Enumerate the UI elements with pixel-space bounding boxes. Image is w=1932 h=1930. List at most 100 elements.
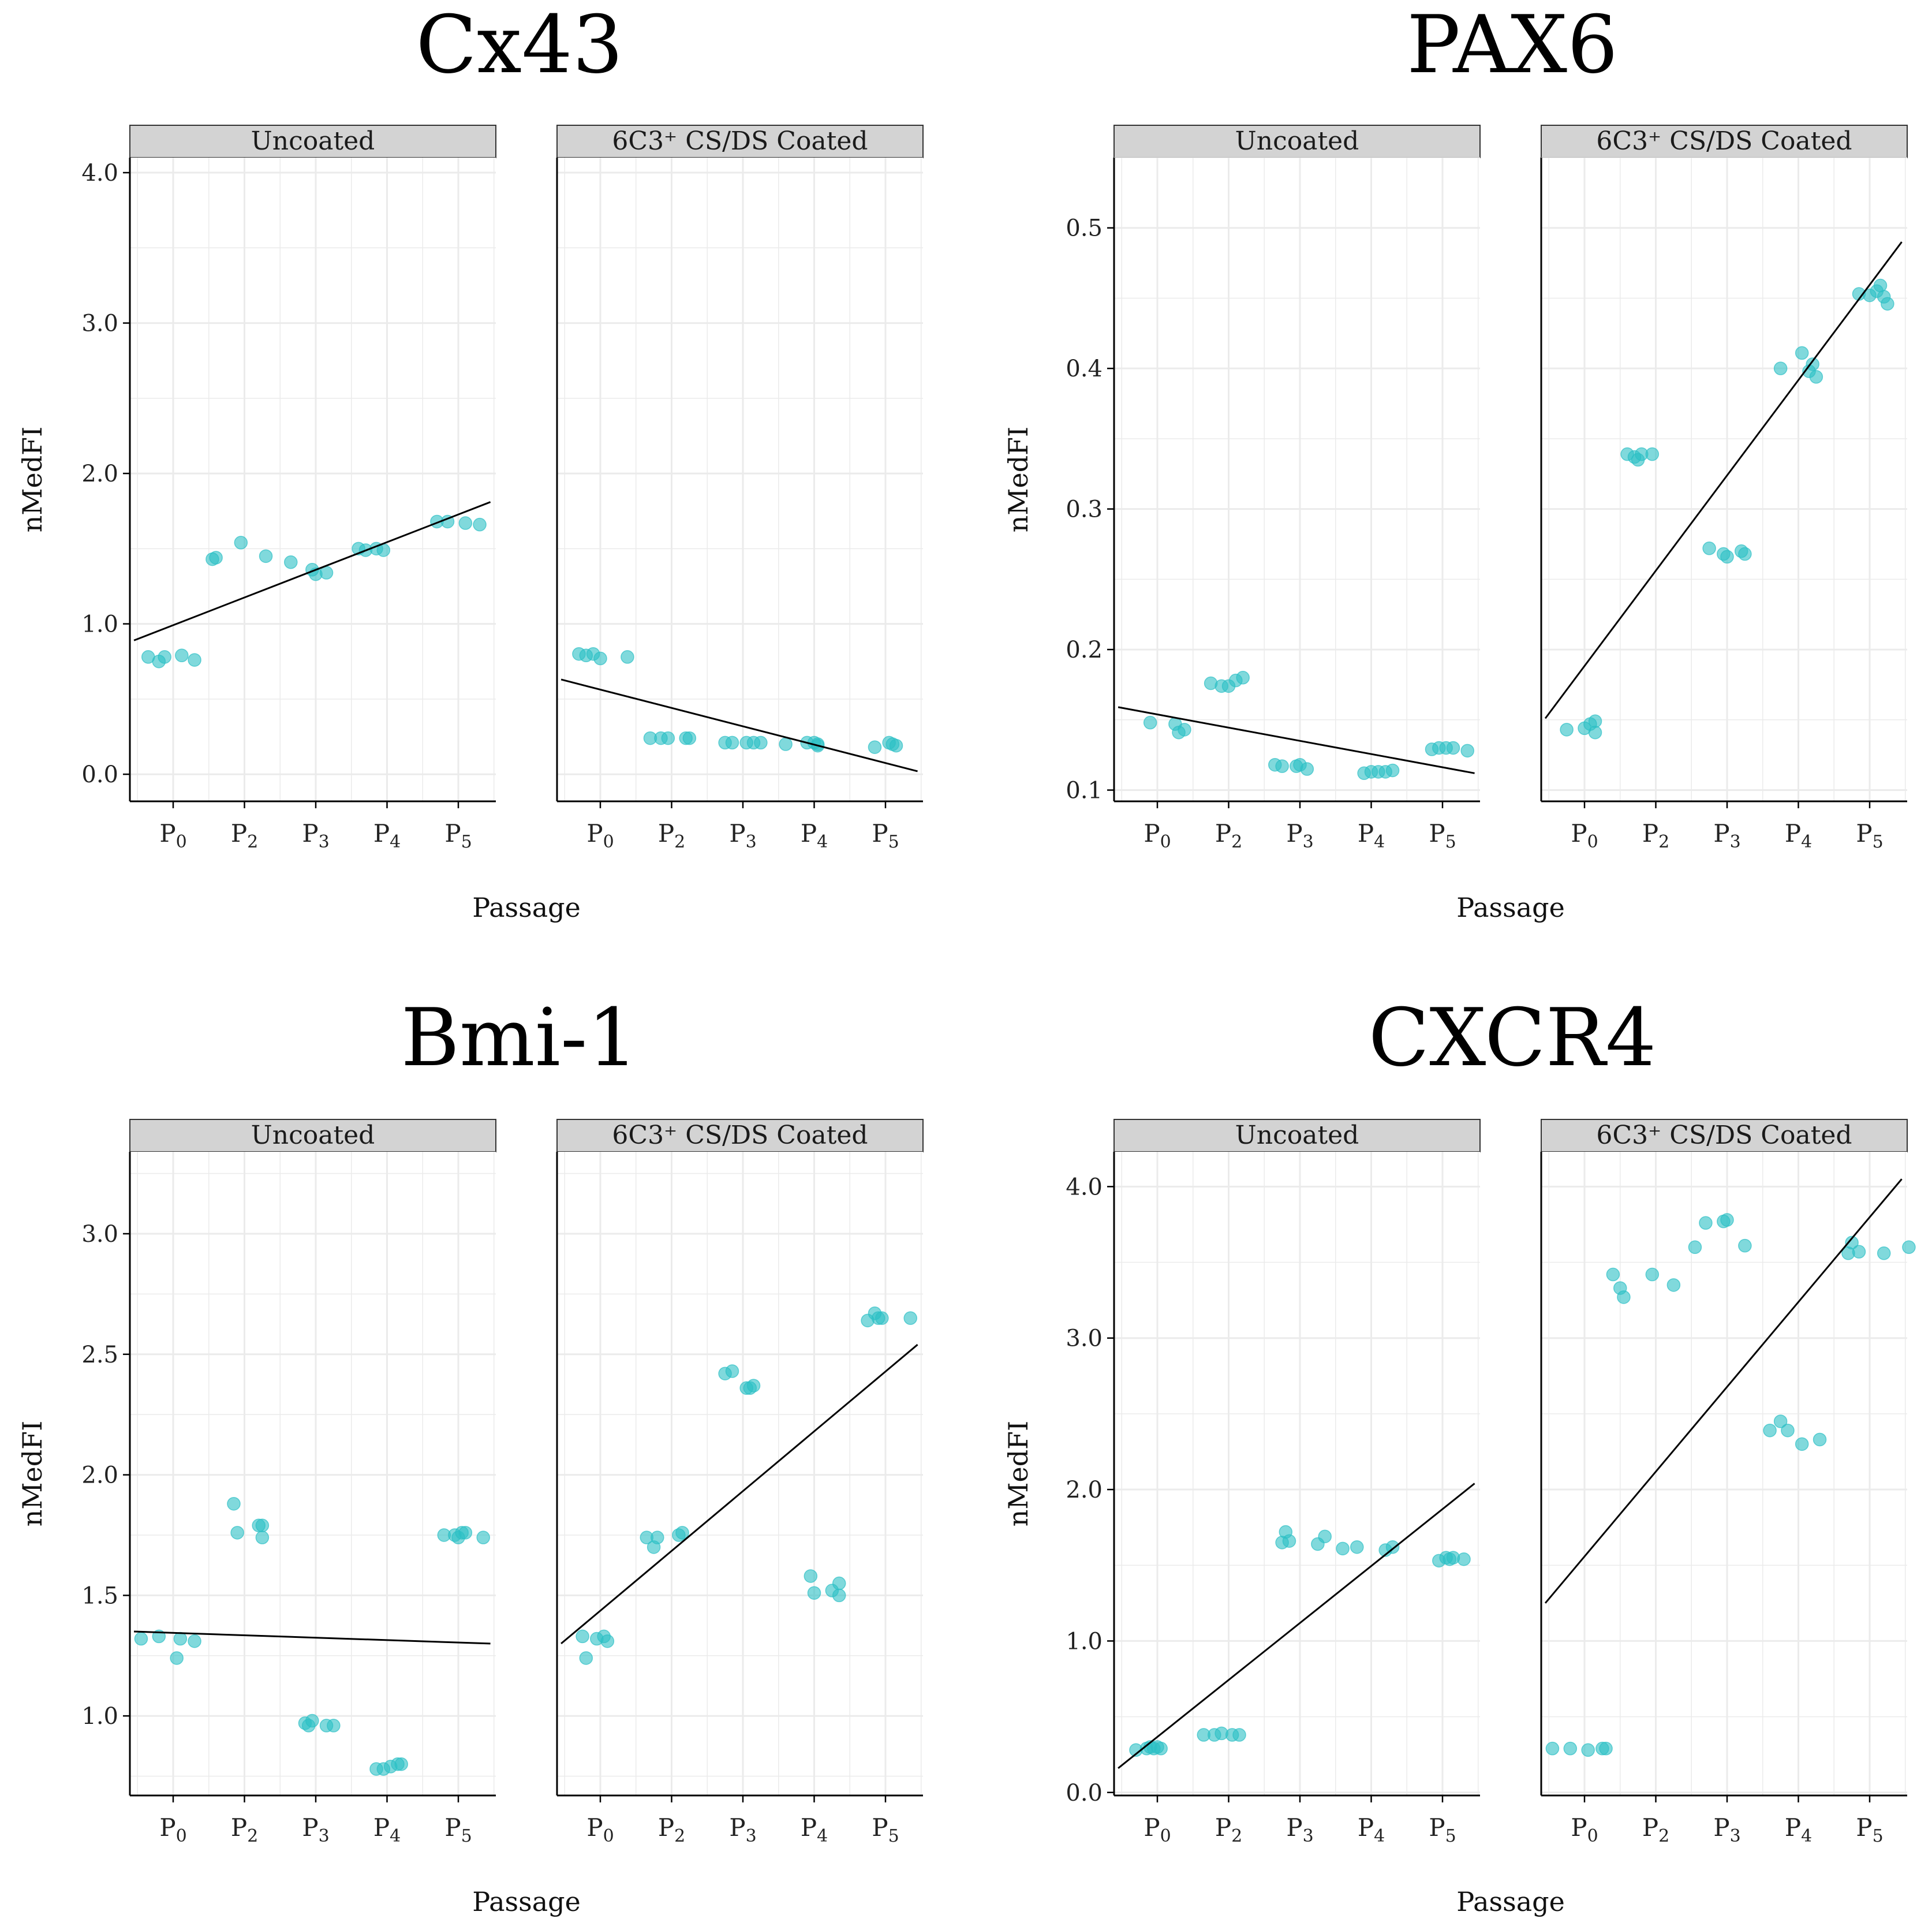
plot-area <box>557 158 923 801</box>
data-point <box>1645 447 1660 461</box>
plot-area <box>1114 1152 1480 1795</box>
x-tick-label: P0 <box>1571 819 1598 852</box>
data-point <box>779 737 793 751</box>
data-point <box>188 1634 201 1648</box>
data-point <box>1457 1552 1471 1566</box>
x-tick-label: P4 <box>373 1813 401 1846</box>
facet-strip-label: 6C3⁺ CS/DS Coated <box>1596 126 1852 156</box>
plot-area <box>130 1152 496 1795</box>
data-point <box>1154 1741 1168 1756</box>
x-tick-label: P4 <box>801 1813 828 1846</box>
data-point <box>746 1379 761 1393</box>
x-tick-label: P3 <box>1713 819 1740 852</box>
data-point <box>1781 1423 1795 1438</box>
data-point <box>209 551 223 565</box>
x-tick-label: P2 <box>1642 819 1669 852</box>
x-tick-label: P5 <box>1429 819 1456 852</box>
data-point <box>725 736 739 750</box>
data-point <box>394 1757 408 1771</box>
facet-strip-label: Uncoated <box>1235 126 1359 156</box>
facet-strip-label: 6C3⁺ CS/DS Coated <box>612 1121 868 1150</box>
y-tick-label: 2.5 <box>81 1342 118 1368</box>
data-point <box>158 650 171 664</box>
x-tick-label: P0 <box>1571 1813 1598 1846</box>
x-tick-label: P5 <box>872 1813 899 1846</box>
data-point <box>230 1526 244 1540</box>
y-axis-label: nMedFI <box>17 1421 48 1526</box>
facet-strip-label: Uncoated <box>251 1121 375 1150</box>
plot-area <box>557 1152 923 1795</box>
data-point <box>1560 723 1574 737</box>
plot-area <box>130 158 496 801</box>
data-point <box>868 740 882 754</box>
y-tick-label: 2.0 <box>1066 1477 1103 1503</box>
data-point <box>1581 1743 1595 1757</box>
x-tick-label: P0 <box>586 1813 614 1846</box>
x-axis-label: Passage <box>1456 1886 1565 1917</box>
data-point <box>1178 723 1191 737</box>
data-point <box>175 648 189 663</box>
data-point <box>1763 1423 1777 1438</box>
facet-strip <box>1113 125 1481 158</box>
plot-area <box>1114 158 1480 801</box>
data-point <box>476 1530 490 1544</box>
facet-panel: 6C3⁺ CS/DS Coated P0 P2 P3 P4 P5 <box>1540 1119 1916 1846</box>
data-point <box>1806 357 1819 371</box>
x-tick-label: P5 <box>444 1813 472 1846</box>
x-tick-label: P3 <box>1286 819 1313 852</box>
x-tick-label: P4 <box>1785 1813 1812 1846</box>
facet-strip-label: 6C3⁺ CS/DS Coated <box>612 126 868 156</box>
data-point <box>579 1651 593 1665</box>
data-point <box>1702 542 1716 555</box>
x-tick-label: P4 <box>1785 819 1812 852</box>
trend-line <box>1118 1483 1475 1769</box>
data-point <box>1699 1216 1713 1230</box>
data-point <box>188 653 201 667</box>
x-tick-label: P5 <box>1856 819 1883 852</box>
data-point <box>1545 1741 1560 1756</box>
x-axis-label: Passage <box>1456 892 1565 923</box>
data-point <box>1773 1414 1788 1428</box>
y-axis-label: nMedFI <box>1003 1421 1034 1526</box>
x-tick-label: P3 <box>302 819 329 852</box>
data-point <box>1236 671 1250 685</box>
facet-strip <box>129 125 496 158</box>
x-tick-label: P0 <box>1143 819 1171 852</box>
data-point <box>661 731 675 745</box>
x-tick-label: P2 <box>1215 819 1242 852</box>
y-tick-label: 1.0 <box>81 1703 118 1730</box>
data-point <box>675 1526 689 1540</box>
facet-panel: Uncoated 0.0 1.0 2.0 3.0 4.0 P0 P2 P3 P4 P5 <box>81 125 496 852</box>
x-tick-label: P3 <box>302 1813 329 1846</box>
data-point <box>1336 1541 1350 1556</box>
data-point <box>903 1311 917 1325</box>
data-point <box>651 1530 664 1544</box>
facet-strip-label: Uncoated <box>251 126 375 156</box>
facet-panel: 6C3⁺ CS/DS Coated P0 P2 P3 P4 P5 <box>556 125 924 852</box>
data-point <box>134 1632 148 1646</box>
y-tick-label: 2.0 <box>81 1462 118 1489</box>
data-point <box>1318 1529 1332 1544</box>
y-axis-label: nMedFI <box>17 427 48 532</box>
y-tick-label: 4.0 <box>81 160 118 186</box>
data-point <box>576 1629 589 1644</box>
data-point <box>1300 762 1314 776</box>
data-point <box>600 1634 615 1648</box>
x-tick-label: P4 <box>1358 819 1385 852</box>
x-tick-label: P3 <box>729 819 756 852</box>
y-tick-label: 3.0 <box>81 311 118 337</box>
chart-title: PAX6 <box>1407 0 1618 91</box>
data-point <box>804 1569 818 1583</box>
y-tick-label: 3.0 <box>1066 1326 1103 1352</box>
data-point <box>725 1364 739 1378</box>
data-point <box>1666 1278 1681 1292</box>
data-point <box>1877 1246 1891 1260</box>
x-tick-label: P5 <box>1429 1813 1456 1846</box>
data-point <box>1385 1540 1400 1554</box>
x-tick-label: P0 <box>159 819 186 852</box>
facet-panel: 6C3⁺ CS/DS Coated P0 P2 P3 P4 P5 <box>1540 125 1908 852</box>
